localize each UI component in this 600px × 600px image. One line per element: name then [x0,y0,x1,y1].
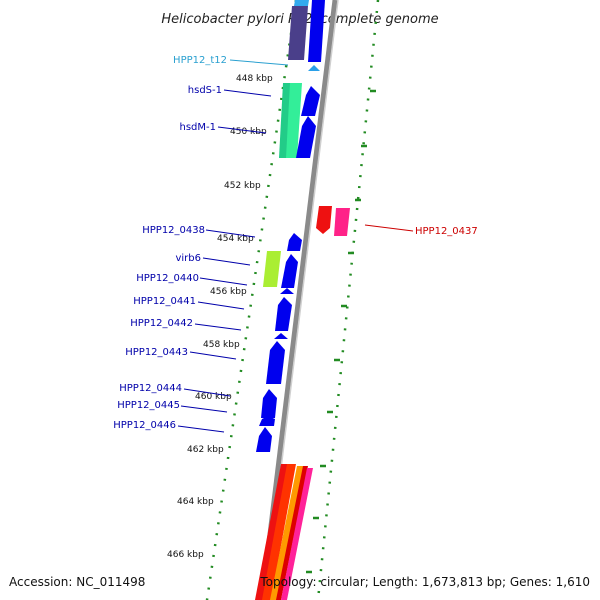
label-HPP12_0441[interactable]: HPP12_0441 [133,296,196,307]
gene-HPP12_0444-arrow[interactable] [261,389,277,418]
gene-top-blue[interactable] [308,0,325,62]
gene-HPP12_0440b-arrow[interactable] [280,288,294,294]
gene-HPP12_0440-arrow[interactable] [281,254,298,288]
gene-HPP12_0437-red[interactable] [316,206,332,234]
kbp-tick-label: 452 kbp [224,181,261,191]
outer-dotted-ring [316,0,380,600]
gene-bottom-pink[interactable] [281,468,313,600]
gene-t12-arrow[interactable] [308,65,320,71]
kbp-scale: 448 kbp 450 kbp 452 kbp 454 kbp 456 kbp … [167,74,273,560]
kbp-tick-label: 462 kbp [187,445,224,455]
kbp-tick-label: 454 kbp [217,234,254,244]
gene-top-purple[interactable] [288,6,308,60]
gene-virb6[interactable] [263,251,281,287]
kbp-tick-label: 450 kbp [230,127,267,137]
gene-bottom-red2[interactable] [262,464,296,600]
label-leaders [177,59,414,433]
gene-HPP12_0437-pink[interactable] [334,208,350,236]
gene-HPP12_0441-arrow[interactable] [275,297,292,331]
outer-ring-ticks [306,89,376,574]
label-hsdS-1[interactable]: hsdS-1 [188,85,222,96]
label-HPP12_0445[interactable]: HPP12_0445 [117,400,180,411]
footer-topology: Topology: circular; Length: 1,673,813 bp… [259,575,590,589]
label-hsdM-1[interactable]: hsdM-1 [180,122,217,133]
label-HPP12_0443[interactable]: HPP12_0443 [125,347,188,358]
kbp-tick-label: 466 kbp [167,550,204,560]
gene-HPP12_0446-arrow[interactable] [256,427,272,452]
gene-hsdS-1-blue-arrow[interactable] [301,86,320,116]
label-HPP12_0446[interactable]: HPP12_0446 [113,420,176,431]
gene-HPP12_0442-arrow[interactable] [274,333,288,339]
gene-top-cyan[interactable] [294,0,309,6]
gene-bottom-red3[interactable] [276,466,308,600]
kbp-tick-label: 456 kbp [210,287,247,297]
kbp-tick-label: 460 kbp [195,392,232,402]
gene-hsdS-1-shade[interactable] [279,83,290,158]
gene-hsdM-1-blue-arrow[interactable] [296,116,316,158]
gene-HPP12_0445-arrow[interactable] [259,416,275,426]
label-HPP12_0437[interactable]: HPP12_0437 [415,226,478,237]
label-virb6[interactable]: virb6 [175,253,201,264]
label-HPP12_0438[interactable]: HPP12_0438 [142,225,205,236]
label-HPP12_t12[interactable]: HPP12_t12 [173,55,227,66]
label-HPP12_0444[interactable]: HPP12_0444 [119,383,182,394]
kbp-tick-label: 464 kbp [177,497,214,507]
gene-HPP12_0438-arrow[interactable] [287,233,302,251]
kbp-tick-label: 448 kbp [236,74,273,84]
footer-accession: Accession: NC_011498 [9,575,145,589]
label-HPP12_0440[interactable]: HPP12_0440 [136,273,199,284]
kbp-tick-label: 458 kbp [203,340,240,350]
label-HPP12_0442[interactable]: HPP12_0442 [130,318,193,329]
gene-HPP12_0443-arrow[interactable] [266,341,285,384]
